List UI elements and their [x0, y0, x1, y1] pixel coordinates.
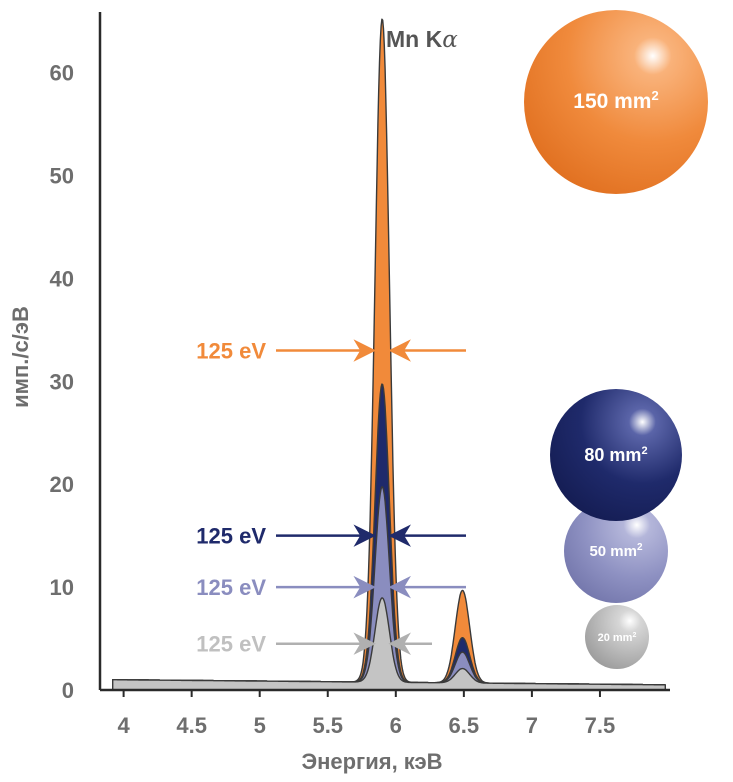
legend-bubble-80: 80 mm2: [550, 389, 682, 521]
peak-label-alpha: α: [442, 27, 458, 53]
y-axis-title: имп./с/эВ: [8, 306, 33, 408]
x-tick-label: 5: [254, 713, 266, 738]
fwhm-label: 125 eV: [196, 632, 266, 657]
legend-bubble-20: 20 mm2: [585, 605, 649, 669]
bubble-150-label: 150 mm2: [573, 88, 658, 113]
bubble-80-label: 80 mm2: [584, 445, 647, 465]
bubble-50-circle: [564, 499, 668, 603]
y-tick-label: 20: [50, 472, 74, 497]
x-tick-label: 6: [390, 713, 402, 738]
peak-label-text: Mn K: [386, 26, 443, 52]
fwhm-annotations: 125 eV 125 eV 125 eV 125 eV: [196, 339, 466, 657]
x-axis-ticks: 4 4.5 5 5.5 6 6.5 7 7.5: [117, 690, 615, 738]
legend-bubble-150: 150 mm2: [524, 10, 708, 194]
x-axis-title: Энергия, кэВ: [301, 749, 442, 774]
y-axis-ticks: 0 10 20 30 40 50 60: [50, 61, 74, 703]
x-tick-label: 6.5: [449, 713, 480, 738]
x-tick-label: 4.5: [176, 713, 207, 738]
peak-label-mn-ka: Mn Kα: [386, 26, 458, 53]
y-tick-label: 30: [50, 369, 74, 394]
bubble-20-label: 20 mm2: [598, 632, 637, 644]
fwhm-label: 125 eV: [196, 575, 266, 600]
fwhm-label: 125 eV: [196, 339, 266, 364]
x-tick-label: 7: [526, 713, 538, 738]
y-tick-label: 0: [62, 678, 74, 703]
x-tick-label: 4: [117, 713, 130, 738]
fwhm-label: 125 eV: [196, 524, 266, 549]
bubble-150-circle: [524, 10, 708, 194]
x-tick-label: 7.5: [585, 713, 616, 738]
bubble-80-circle: [550, 389, 682, 521]
bubble-20-circle: [585, 605, 649, 669]
y-tick-label: 40: [50, 266, 74, 291]
x-tick-label: 5.5: [312, 713, 343, 738]
legend-bubble-50: 50 mm2: [564, 499, 668, 603]
y-tick-label: 60: [50, 61, 74, 86]
y-tick-label: 50: [50, 164, 74, 189]
y-tick-label: 10: [50, 575, 74, 600]
bubble-50-label: 50 mm2: [589, 542, 643, 560]
